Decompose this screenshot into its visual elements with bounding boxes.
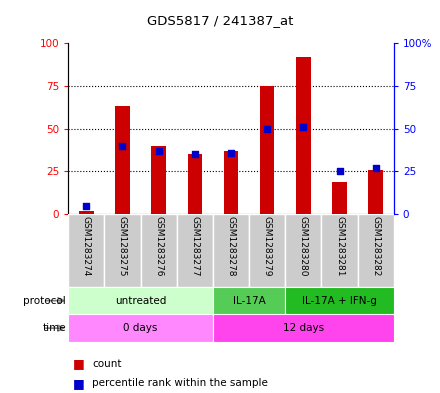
Point <box>191 151 198 158</box>
Point <box>264 125 271 132</box>
Text: GSM1283280: GSM1283280 <box>299 217 308 277</box>
Text: ■: ■ <box>73 357 84 370</box>
Text: time: time <box>42 323 66 333</box>
Point <box>336 168 343 174</box>
Text: count: count <box>92 358 122 369</box>
Bar <box>296 57 311 214</box>
Bar <box>79 211 94 214</box>
Point <box>227 149 235 156</box>
Bar <box>332 182 347 214</box>
Text: 12 days: 12 days <box>283 323 324 333</box>
Text: ■: ■ <box>73 376 84 390</box>
Bar <box>260 86 275 214</box>
Bar <box>187 154 202 214</box>
Bar <box>224 151 238 214</box>
Bar <box>151 146 166 214</box>
Text: 0 days: 0 days <box>123 323 158 333</box>
Point <box>83 202 90 209</box>
Text: untreated: untreated <box>115 296 166 306</box>
Bar <box>368 170 383 214</box>
Bar <box>249 214 285 287</box>
Point <box>119 143 126 149</box>
Bar <box>213 214 249 287</box>
Point <box>155 148 162 154</box>
Text: GSM1283282: GSM1283282 <box>371 217 380 277</box>
Bar <box>213 287 285 314</box>
Text: GSM1283281: GSM1283281 <box>335 217 344 277</box>
Text: IL-17A: IL-17A <box>233 296 265 306</box>
Text: GSM1283277: GSM1283277 <box>191 217 199 277</box>
Bar <box>285 214 322 287</box>
Bar <box>68 214 104 287</box>
Bar <box>213 314 394 342</box>
Text: GSM1283275: GSM1283275 <box>118 217 127 277</box>
Text: GSM1283274: GSM1283274 <box>82 217 91 277</box>
Bar <box>322 214 358 287</box>
Text: protocol: protocol <box>23 296 66 306</box>
Bar <box>104 214 140 287</box>
Point <box>372 165 379 171</box>
Text: GSM1283276: GSM1283276 <box>154 217 163 277</box>
Bar <box>177 214 213 287</box>
Point <box>300 124 307 130</box>
Bar <box>115 107 130 214</box>
Text: percentile rank within the sample: percentile rank within the sample <box>92 378 268 388</box>
Bar <box>68 314 213 342</box>
Text: GSM1283278: GSM1283278 <box>227 217 235 277</box>
Text: GSM1283279: GSM1283279 <box>263 217 271 277</box>
Text: IL-17A + IFN-g: IL-17A + IFN-g <box>302 296 377 306</box>
Bar <box>68 287 213 314</box>
Bar <box>358 214 394 287</box>
Bar <box>285 287 394 314</box>
Bar <box>140 214 177 287</box>
Text: GDS5817 / 241387_at: GDS5817 / 241387_at <box>147 14 293 27</box>
